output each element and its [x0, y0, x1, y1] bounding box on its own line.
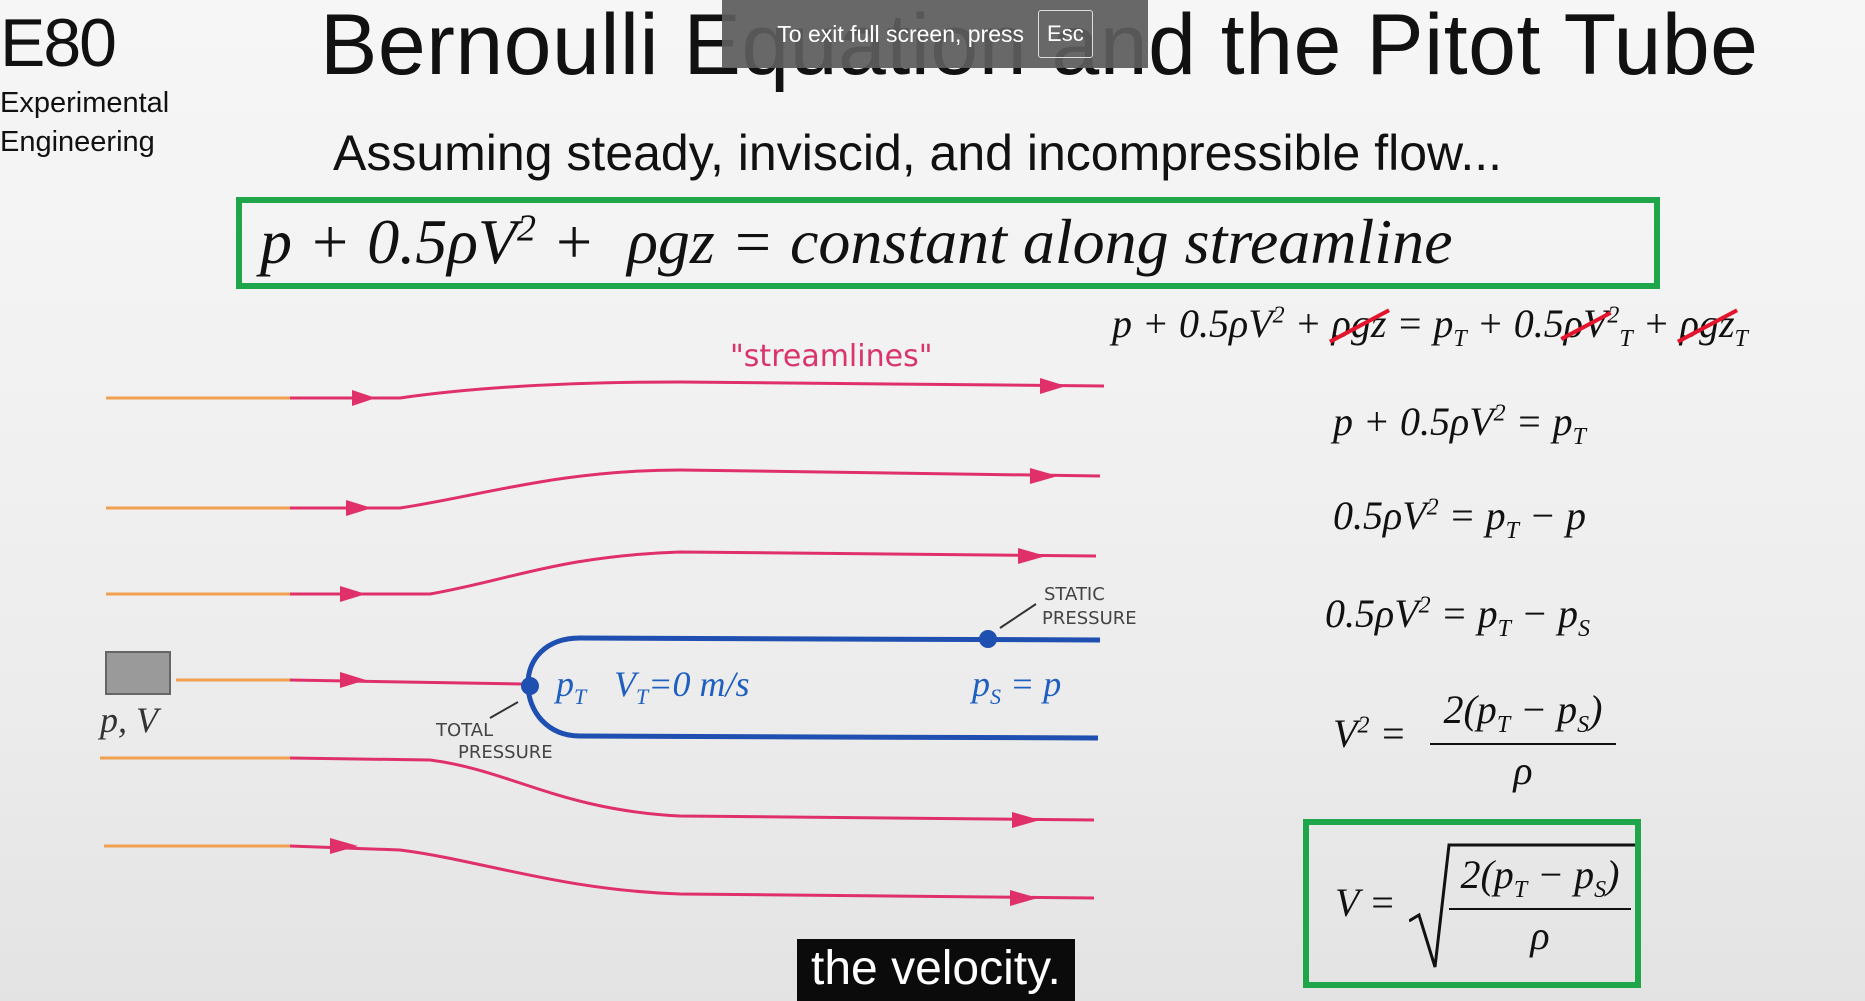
bernoulli-equation-rhs: constant along streamline — [790, 206, 1453, 277]
static-pressure-arrow — [999, 603, 1037, 629]
freestream-probe — [105, 651, 171, 695]
total-pressure-arrow — [489, 701, 519, 719]
derivation-line-5: V2 = — [1333, 711, 1407, 756]
streamline-2 — [106, 468, 1101, 516]
course-subtitle-line2: Engineering — [0, 126, 155, 158]
bernoulli-equation-box: p + 0.5ρV2 + ρgz = constant along stream… — [236, 197, 1660, 289]
fullscreen-exit-banner: To exit full screen, press Esc — [722, 0, 1148, 68]
velocity-result-box: V = 2(pT − pS) ρ — [1303, 819, 1641, 988]
tip-velocity-value: =0 m/s — [648, 664, 749, 704]
streamlines-label: "streamlines" — [730, 339, 933, 374]
derivation-line-4: 0.5ρV2 = pT − pS — [1325, 591, 1590, 642]
streamline-3 — [106, 548, 1097, 602]
course-subtitle-line1: Experimental — [0, 87, 170, 119]
course-code: E80 — [0, 5, 117, 81]
pitot-tube — [521, 630, 1101, 741]
esc-key-hint[interactable]: Esc — [1038, 10, 1093, 58]
streamline-4 — [105, 651, 523, 695]
velocity-result-lhs: V = — [1335, 880, 1396, 925]
static-pressure-label-2: PRESSURE — [1042, 608, 1137, 629]
derivation-line-5-numerator: 2(pT − pS) — [1443, 687, 1603, 738]
total-pressure-port — [521, 677, 539, 695]
derivation-line-3-rhs: p — [1566, 493, 1586, 538]
derivation-line-2: p + 0.5ρV2 = pT — [1333, 399, 1586, 450]
assumption-text: Assuming steady, inviscid, and incompres… — [333, 125, 1503, 181]
video-subtitle: the velocity. — [797, 939, 1075, 1001]
derivation-line-5-fraction: 2(pT − pS) ρ — [1430, 686, 1616, 794]
static-pressure-label-1: STATIC — [1044, 584, 1105, 605]
total-pressure-label-2: PRESSURE — [458, 742, 553, 763]
velocity-result-numerator: 2(pT − pS) — [1460, 852, 1620, 903]
freestream-label: p, V — [97, 700, 162, 740]
square-root-sign — [1409, 843, 1635, 968]
course-subtitle: Experimental Engineering — [0, 84, 169, 162]
derivation-line-5-denominator: ρ — [1430, 743, 1616, 794]
bernoulli-equation: p + 0.5ρV2 + ρgz = constant along stream… — [260, 206, 1453, 277]
velocity-result-fraction: 2(pT − pS) ρ — [1449, 851, 1631, 959]
static-pressure-port — [979, 630, 997, 648]
total-pressure-label-1: TOTAL — [435, 720, 493, 741]
tip-pressure-label: pT — [553, 664, 588, 709]
derivation-line-3: 0.5ρV2 = pT − p — [1333, 493, 1586, 544]
streamline-1 — [106, 378, 1105, 406]
velocity-result-denominator: ρ — [1449, 908, 1631, 959]
fullscreen-exit-message: To exit full screen, press — [777, 20, 1025, 47]
tip-velocity-label: VT=0 m/s — [614, 664, 750, 709]
pitot-tube-diagram: "streamlines" — [97, 339, 1137, 906]
static-eq-label: pS = p — [969, 664, 1061, 709]
derivation-line-1: p + 0.5ρV2 + ρgz = pT + 0.5ρV2T + ρgzT — [1112, 301, 1748, 352]
streamline-6 — [104, 838, 1095, 906]
streamline-5 — [100, 756, 1095, 828]
